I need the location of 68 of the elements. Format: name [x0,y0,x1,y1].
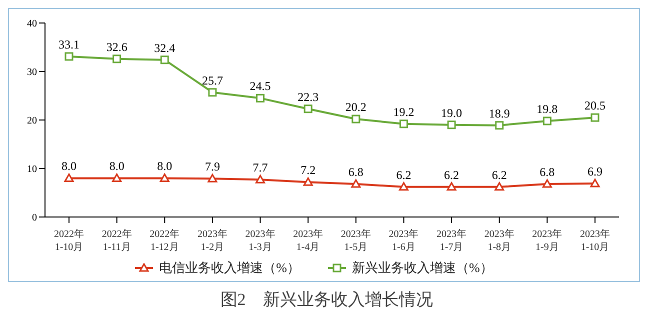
data-label: 22.3 [298,90,319,104]
data-label: 25.7 [202,73,223,88]
data-label: 6.2 [492,168,507,182]
point [208,174,218,182]
legend-label: 电信业务收入增速（%） [158,259,300,277]
point [64,52,74,61]
x-tick-label: 2022年 1-11月 [102,228,132,253]
x-tick-label: 2023年 1-4月 [293,228,324,253]
y-tick-label: 10 [27,164,37,176]
data-label: 8.0 [62,159,76,174]
point [64,173,74,182]
data-label: 32.6 [106,40,128,54]
data-label: 24.5 [250,79,271,94]
data-label: 18.9 [488,106,510,120]
data-label: 6.8 [348,165,364,180]
point [590,178,600,188]
data-label: 7.7 [252,160,268,175]
text: 图2 新兴业务收入增长情况 [219,289,434,311]
x-tick-label: 2022年 1-12月 [150,228,180,253]
x-tick-label: 2023年 1-5月 [340,228,371,253]
x-tick-label: 2023年 1-2月 [197,228,228,253]
point [256,174,266,184]
data-label: 6.2 [444,168,460,182]
point [542,179,552,188]
x-tick-label: 2023年 1-10月 [580,228,610,253]
data-label: 20.2 [345,100,366,114]
x-tick-label: 2023年 1-7月 [436,228,467,253]
point [352,114,360,124]
point [304,104,312,114]
point [590,113,600,122]
x-tick-label: 2023年 1-3月 [245,228,276,253]
data-label: 19.8 [536,102,558,116]
point [160,173,170,182]
point [446,182,456,191]
data-label: 19.0 [441,106,462,120]
point [160,56,169,64]
point [208,88,217,97]
point [256,94,265,102]
point [112,173,122,182]
point [447,120,456,130]
x-tick-label: 2023年 1-8月 [484,228,514,253]
point [494,182,504,191]
data-label: 33.1 [58,37,80,52]
x-tick-label: 2023年 1-9月 [532,228,562,253]
data-label: 32.4 [154,40,176,55]
point [351,179,361,188]
data-label: 7.2 [300,163,316,178]
point [542,116,552,126]
x-tick-label: 2022年 1-10月 [54,228,84,253]
y-tick-label: 30 [27,67,37,78]
y-tick-label: 20 [27,116,37,127]
data-label: 6.9 [588,164,602,179]
data-label: 8.0 [109,159,124,174]
legend-label: 新兴业务收入增速（%） [351,259,493,277]
point [112,54,122,64]
x-tick-label: 2023年 1-6月 [388,228,419,253]
point [399,120,408,128]
y-tick-label: 40 [27,18,37,30]
data-label: 19.2 [393,104,414,119]
data-label: 7.9 [204,160,220,174]
data-label: 6.8 [540,165,555,180]
data-label: 6.2 [396,168,412,182]
data-label: 20.5 [584,98,606,113]
data-label: 8.0 [157,159,172,174]
y-tick-label: 0 [32,212,37,224]
point [398,182,408,191]
point [303,177,313,186]
point [495,121,504,130]
